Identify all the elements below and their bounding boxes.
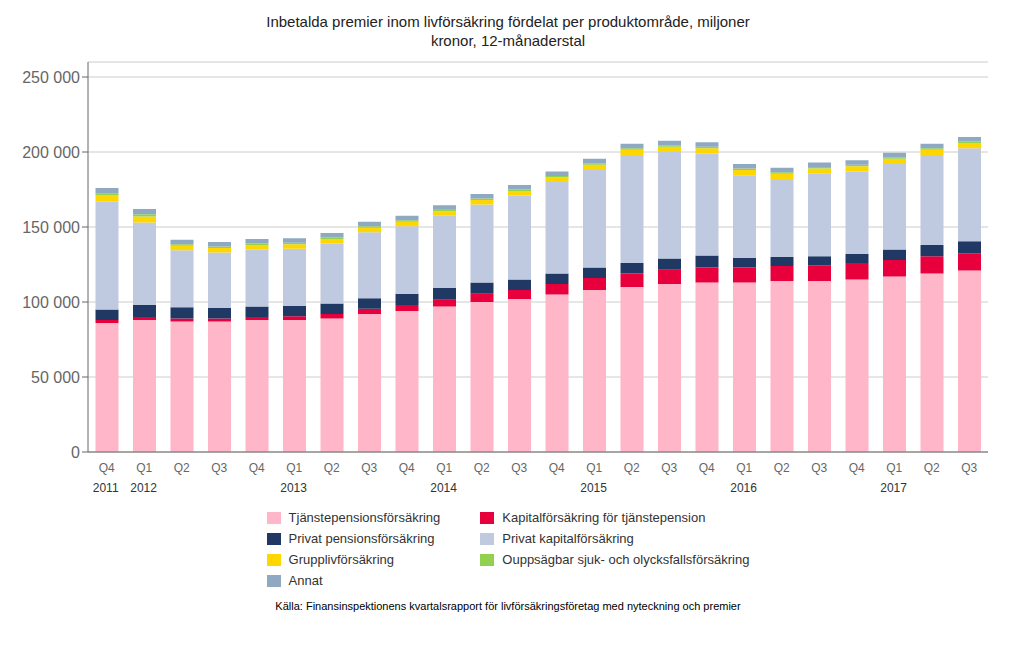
svg-text:Q4: Q4	[699, 461, 715, 475]
svg-text:Q1: Q1	[886, 461, 902, 475]
svg-text:Q2: Q2	[174, 461, 190, 475]
svg-text:2013: 2013	[280, 481, 307, 495]
svg-text:Q1: Q1	[436, 461, 452, 475]
svg-text:Q2: Q2	[624, 461, 640, 475]
svg-text:2016: 2016	[730, 481, 757, 495]
html-text:Källa: Finansinspektionens kva: Källa: Finansinspektionens kvartalsrappo…	[275, 600, 741, 612]
svg-text:Q4: Q4	[549, 461, 565, 475]
html-text:Privat pensionsförsäkring: Privat pensionsförsäkring	[288, 531, 435, 546]
svg-text:Q3: Q3	[961, 461, 977, 475]
svg-text:250 000: 250 000	[22, 69, 80, 86]
html-text:kronor, 12-månaderstal: kronor, 12-månaderstal	[430, 32, 586, 49]
svg-text:Q1: Q1	[736, 461, 752, 475]
svg-text:2014: 2014	[430, 481, 457, 495]
svg-text:2011: 2011	[93, 481, 119, 495]
svg-text:Q4: Q4	[249, 461, 265, 475]
svg-text:Q4: Q4	[399, 461, 415, 475]
svg-text:0: 0	[71, 444, 80, 461]
svg-text:Q3: Q3	[211, 461, 227, 475]
html-text:Grupplivförsäkring: Grupplivförsäkring	[288, 552, 395, 567]
svg-text:Q3: Q3	[811, 461, 827, 475]
svg-text:2015: 2015	[580, 481, 607, 495]
svg-text:Q1: Q1	[136, 461, 152, 475]
html-text:Annat: Annat	[288, 573, 323, 588]
html-text:Inbetalda premier inom livförs: Inbetalda premier inom livförsäkring för…	[266, 13, 750, 30]
html-text:Privat kapitalförsäkring: Privat kapitalförsäkring	[502, 531, 634, 546]
svg-text:150 000: 150 000	[22, 219, 80, 236]
svg-text:Q2: Q2	[774, 461, 790, 475]
svg-text:50 000: 50 000	[31, 369, 80, 386]
html-text:Tjänstepensionsförsäkring: Tjänstepensionsförsäkring	[288, 510, 441, 525]
svg-text:Q2: Q2	[924, 461, 940, 475]
html-text:Ouppsägbar sjuk- och olycksfal: Ouppsägbar sjuk- och olycksfallsförsäkri…	[502, 552, 750, 567]
svg-text:Q4: Q4	[99, 461, 115, 475]
svg-text:100 000: 100 000	[22, 294, 80, 311]
html-text:Kapitalförsäkring för tjänstep: Kapitalförsäkring för tjänstepension	[502, 510, 706, 525]
svg-text:Q1: Q1	[286, 461, 302, 475]
svg-text:200 000: 200 000	[22, 144, 80, 161]
svg-text:2017: 2017	[880, 481, 907, 495]
svg-text:Q4: Q4	[849, 461, 865, 475]
svg-text:Q1: Q1	[586, 461, 602, 475]
svg-text:Q3: Q3	[661, 461, 677, 475]
svg-text:Q3: Q3	[511, 461, 527, 475]
svg-text:Q2: Q2	[474, 461, 490, 475]
svg-text:Q2: Q2	[324, 461, 340, 475]
svg-text:Q3: Q3	[361, 461, 377, 475]
svg-text:2012: 2012	[130, 481, 157, 495]
